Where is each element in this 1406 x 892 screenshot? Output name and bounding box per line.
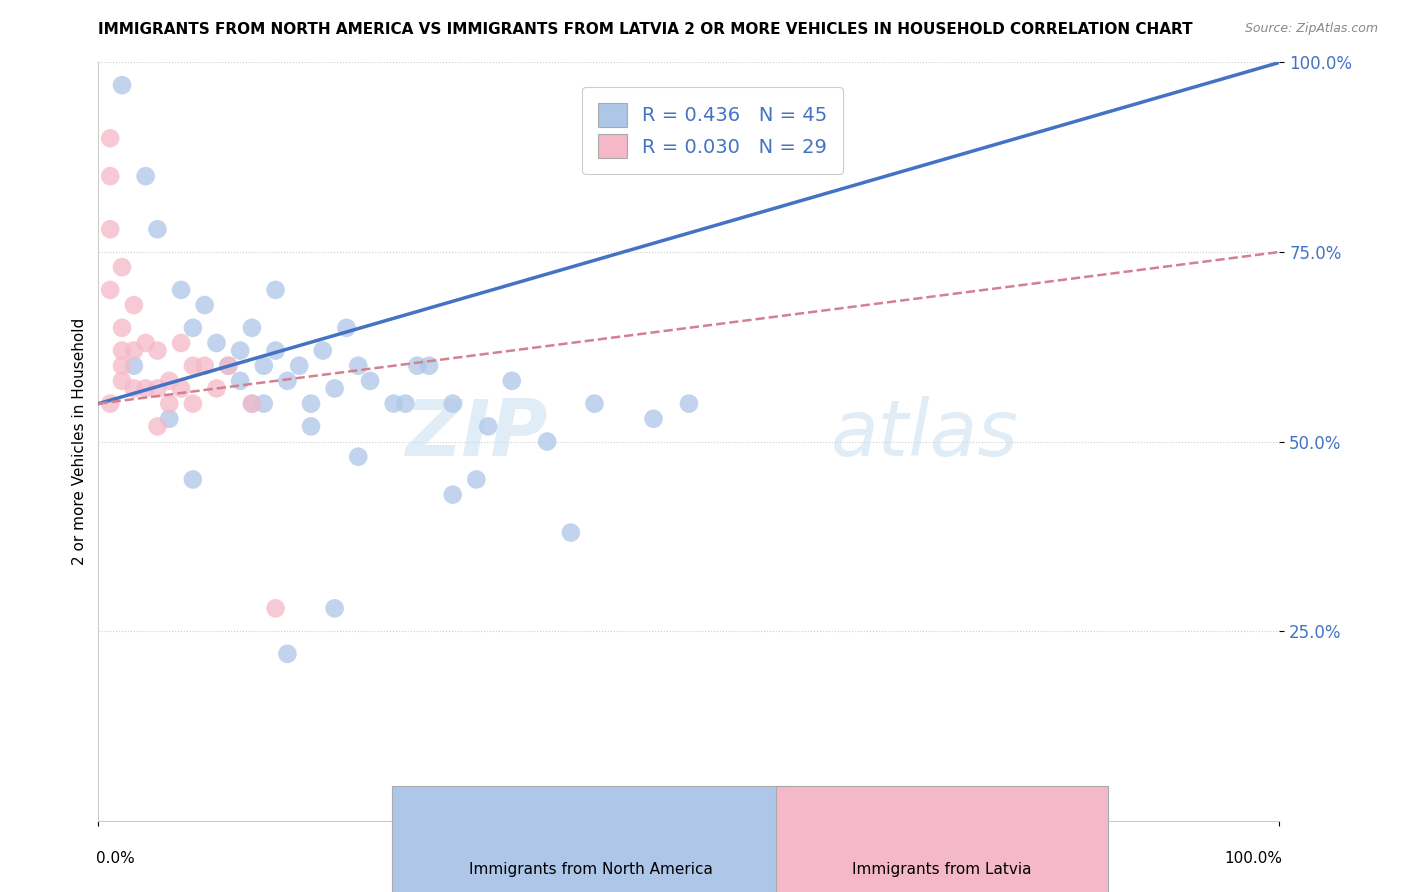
Point	[347, 450, 370, 464]
Point	[205, 335, 228, 350]
Point	[205, 382, 228, 396]
Point	[111, 260, 134, 274]
Point	[253, 359, 276, 373]
Point	[122, 298, 145, 312]
Point	[157, 396, 180, 410]
Point	[98, 283, 121, 297]
Point	[359, 374, 381, 388]
Point	[560, 525, 582, 540]
Point	[335, 320, 357, 334]
Point	[135, 169, 157, 184]
Point	[229, 343, 252, 358]
Point	[98, 169, 121, 184]
Point	[111, 343, 134, 358]
Text: Source: ZipAtlas.com: Source: ZipAtlas.com	[1244, 22, 1378, 36]
Point	[441, 396, 464, 410]
Point	[312, 343, 335, 358]
Point	[264, 343, 287, 358]
Legend: R = 0.436   N = 45, R = 0.030   N = 29: R = 0.436 N = 45, R = 0.030 N = 29	[582, 87, 844, 174]
Point	[347, 359, 370, 373]
Point	[406, 359, 429, 373]
Point	[181, 396, 204, 410]
Point	[181, 359, 204, 373]
Point	[146, 343, 169, 358]
Point	[217, 359, 239, 373]
Point	[122, 343, 145, 358]
Point	[170, 382, 193, 396]
Point	[253, 396, 276, 410]
Point	[122, 359, 145, 373]
Text: Immigrants from North America: Immigrants from North America	[468, 863, 713, 877]
Point	[146, 419, 169, 434]
Text: 0.0%: 0.0%	[96, 851, 135, 866]
Point	[394, 396, 416, 410]
Point	[229, 374, 252, 388]
Point	[170, 335, 193, 350]
Point	[418, 359, 440, 373]
Point	[146, 382, 169, 396]
Point	[146, 222, 169, 236]
Text: IMMIGRANTS FROM NORTH AMERICA VS IMMIGRANTS FROM LATVIA 2 OR MORE VEHICLES IN HO: IMMIGRANTS FROM NORTH AMERICA VS IMMIGRA…	[98, 22, 1194, 37]
Point	[181, 320, 204, 334]
Point	[276, 374, 298, 388]
Text: Immigrants from Latvia: Immigrants from Latvia	[852, 863, 1032, 877]
Point	[194, 359, 217, 373]
Point	[157, 412, 180, 426]
Point	[135, 382, 157, 396]
Point	[240, 396, 263, 410]
Point	[98, 131, 121, 145]
Point	[536, 434, 558, 449]
Point	[264, 283, 287, 297]
Point	[111, 78, 134, 92]
Point	[276, 647, 298, 661]
Point	[217, 359, 239, 373]
Point	[111, 359, 134, 373]
Point	[583, 396, 606, 410]
Point	[98, 396, 121, 410]
Point	[240, 396, 263, 410]
Point	[501, 374, 523, 388]
Point	[264, 601, 287, 615]
Point	[643, 412, 665, 426]
Point	[477, 419, 499, 434]
Point	[170, 283, 193, 297]
Point	[323, 601, 346, 615]
Text: ZIP: ZIP	[405, 396, 547, 472]
Text: 100.0%: 100.0%	[1225, 851, 1282, 866]
Point	[240, 320, 263, 334]
Point	[122, 382, 145, 396]
Text: atlas: atlas	[831, 396, 1018, 472]
Point	[441, 487, 464, 501]
Point	[288, 359, 311, 373]
Point	[465, 473, 488, 487]
Point	[382, 396, 405, 410]
Point	[111, 320, 134, 334]
Point	[299, 396, 322, 410]
Point	[111, 374, 134, 388]
Point	[323, 382, 346, 396]
Point	[98, 222, 121, 236]
Y-axis label: 2 or more Vehicles in Household: 2 or more Vehicles in Household	[72, 318, 87, 566]
Point	[181, 473, 204, 487]
Point	[135, 335, 157, 350]
Point	[299, 419, 322, 434]
Point	[678, 396, 700, 410]
Point	[194, 298, 217, 312]
Point	[157, 374, 180, 388]
